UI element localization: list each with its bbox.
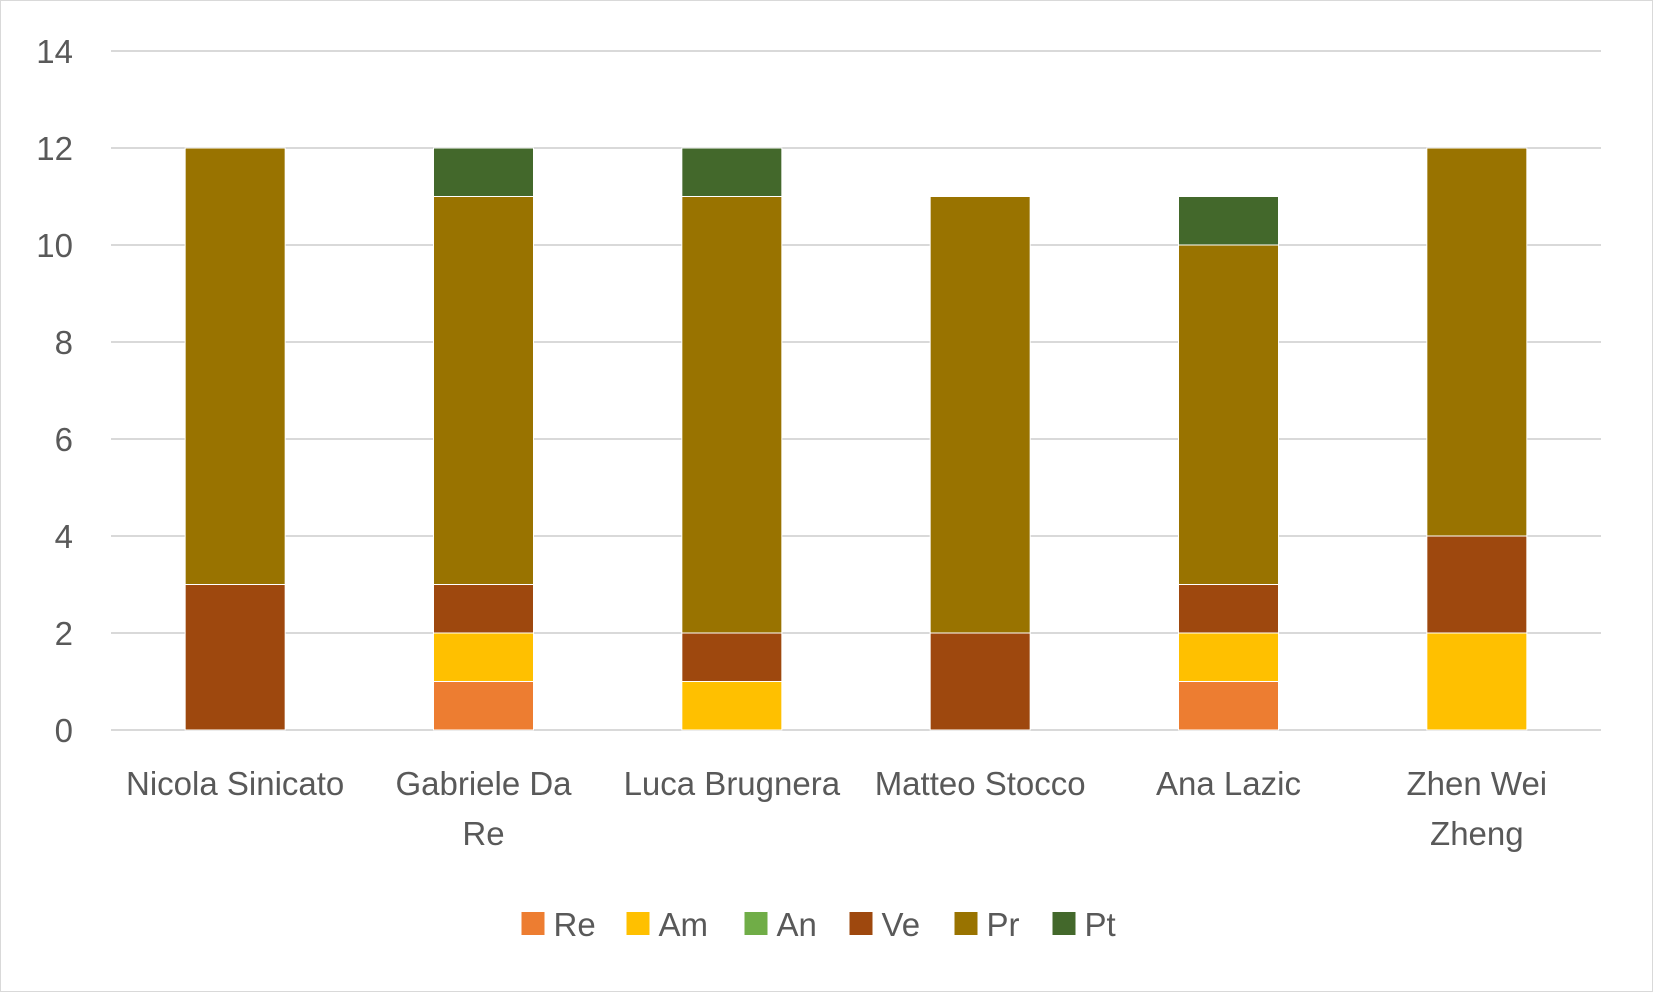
category-label: Zhen Wei (1407, 765, 1548, 802)
category-label: Re (462, 815, 504, 852)
bar-segment-ve (433, 584, 534, 634)
y-tick-label: 0 (55, 712, 73, 749)
legend-swatch-re (521, 912, 545, 935)
bar-segment-ve (1178, 584, 1279, 634)
bar-segment-ve (681, 632, 783, 682)
y-tick-label: 12 (36, 130, 73, 167)
category-label: Matteo Stocco (875, 765, 1086, 802)
gridlines (111, 50, 1601, 731)
legend-label-an: An (777, 906, 817, 943)
bar-segment-ve (184, 584, 286, 731)
bar-segment-am (433, 632, 534, 682)
x-axis-category-labels: Nicola Sinicato Gabriele Da Re Luca Brugner… (126, 765, 1547, 852)
bar-segment-pr (1426, 147, 1528, 537)
bar-segment-pr (929, 196, 1031, 634)
bars (184, 147, 1528, 731)
legend-label-ve: Ve (882, 906, 921, 943)
bar-segment-am (1426, 632, 1528, 731)
bar-segment-pt (1178, 196, 1279, 246)
legend-swatch-pt (1052, 912, 1076, 935)
legend-label-pr: Pr (987, 906, 1020, 943)
legend: Re Am An Ve Pr Pt (521, 906, 1116, 943)
legend-swatch-pr (954, 912, 978, 935)
y-axis-ticks: 0 2 4 6 8 10 12 14 (36, 33, 73, 749)
legend-label-am: Am (659, 906, 709, 943)
bar-segment-pr (1178, 244, 1279, 585)
bar-segment-pr (433, 196, 534, 585)
y-tick-label: 4 (55, 518, 73, 555)
category-label: Zheng (1430, 815, 1524, 852)
legend-label-re: Re (554, 906, 596, 943)
bar-segment-am (1178, 632, 1279, 682)
legend-swatch-ve (849, 912, 873, 935)
bar-segment-pr (184, 147, 286, 585)
legend-swatch-am (626, 912, 650, 935)
category-label: Gabriele Da (395, 765, 572, 802)
bar-segment-pr (681, 196, 783, 634)
bar-segment-am (681, 681, 783, 731)
bar-segment-pt (433, 147, 534, 197)
y-tick-label: 6 (55, 421, 73, 458)
category-label: Ana Lazic (1156, 765, 1301, 802)
category-label: Nicola Sinicato (126, 765, 344, 802)
y-tick-label: 2 (55, 615, 73, 652)
bar-segment-re (433, 681, 534, 731)
bar-segment-ve (1426, 535, 1528, 634)
bar-segment-re (1178, 681, 1279, 731)
y-tick-label: 8 (55, 324, 73, 361)
bar-segment-pt (681, 147, 783, 197)
y-tick-label: 10 (36, 227, 73, 264)
legend-swatch-an (744, 912, 768, 935)
legend-label-pt: Pt (1085, 906, 1116, 943)
y-tick-label: 14 (36, 33, 73, 70)
category-label: Luca Brugnera (624, 765, 841, 802)
bar-segment-ve (929, 632, 1031, 731)
